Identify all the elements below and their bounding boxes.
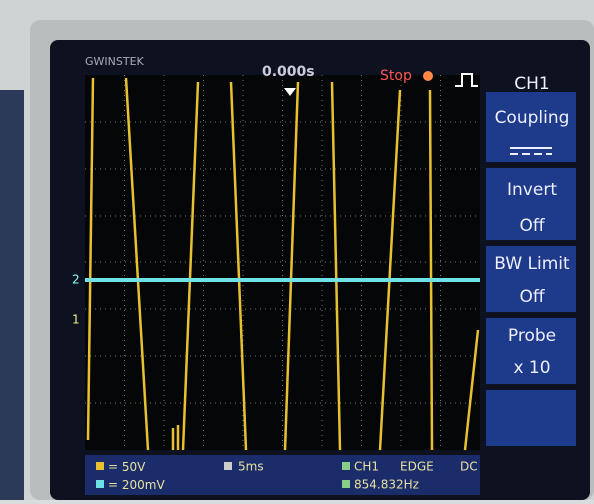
trigger-type: EDGE <box>400 460 434 474</box>
ch2-badge <box>96 480 104 488</box>
left-edge-screen <box>0 90 24 500</box>
trigger-edge-icon <box>455 73 478 87</box>
menu-box <box>486 390 576 446</box>
ch2-scale-value: 200mV <box>122 478 166 492</box>
menu-value: x 10 <box>513 358 550 378</box>
menu-value: Off <box>519 216 545 236</box>
ch1-scale-value: 50V <box>122 460 146 474</box>
ch2-marker: 2 <box>72 273 80 287</box>
status-dot <box>423 71 433 81</box>
ch1-waveform <box>86 77 480 451</box>
trigger-position <box>284 88 296 96</box>
brand: GWINSTEK <box>85 55 145 68</box>
menu-box[interactable] <box>486 318 576 384</box>
menu-label: Coupling <box>495 108 570 128</box>
timebase: 5ms <box>238 460 264 474</box>
ch1-badge <box>96 462 104 470</box>
menu-label: Probe <box>508 326 556 346</box>
timebase-badge <box>224 462 232 470</box>
trigger-coupling: DC <box>460 460 478 474</box>
timebase-offset: 0.000s <box>262 64 315 80</box>
status-bar <box>85 455 480 495</box>
trigger-badge <box>342 462 350 470</box>
ch1-marker: 1 <box>72 313 80 327</box>
ch1-scale: = 50V <box>108 460 146 474</box>
menu-box[interactable] <box>486 92 576 162</box>
graticule <box>85 75 480 450</box>
menu-title: CH1 <box>514 74 549 94</box>
ch2-scale: = 200mV <box>108 478 165 492</box>
menu-label: Invert <box>507 180 557 200</box>
menu-value: Off <box>519 287 545 307</box>
trigger-source: CH1 <box>354 460 379 474</box>
menu-box[interactable] <box>486 168 576 240</box>
menu-box[interactable] <box>486 246 576 312</box>
run-status: Stop <box>380 68 412 84</box>
frequency-badge <box>342 480 350 488</box>
dc-coupling-icon <box>510 147 552 155</box>
menu-label: BW Limit <box>494 254 570 274</box>
frequency: 854.832Hz <box>354 478 419 492</box>
